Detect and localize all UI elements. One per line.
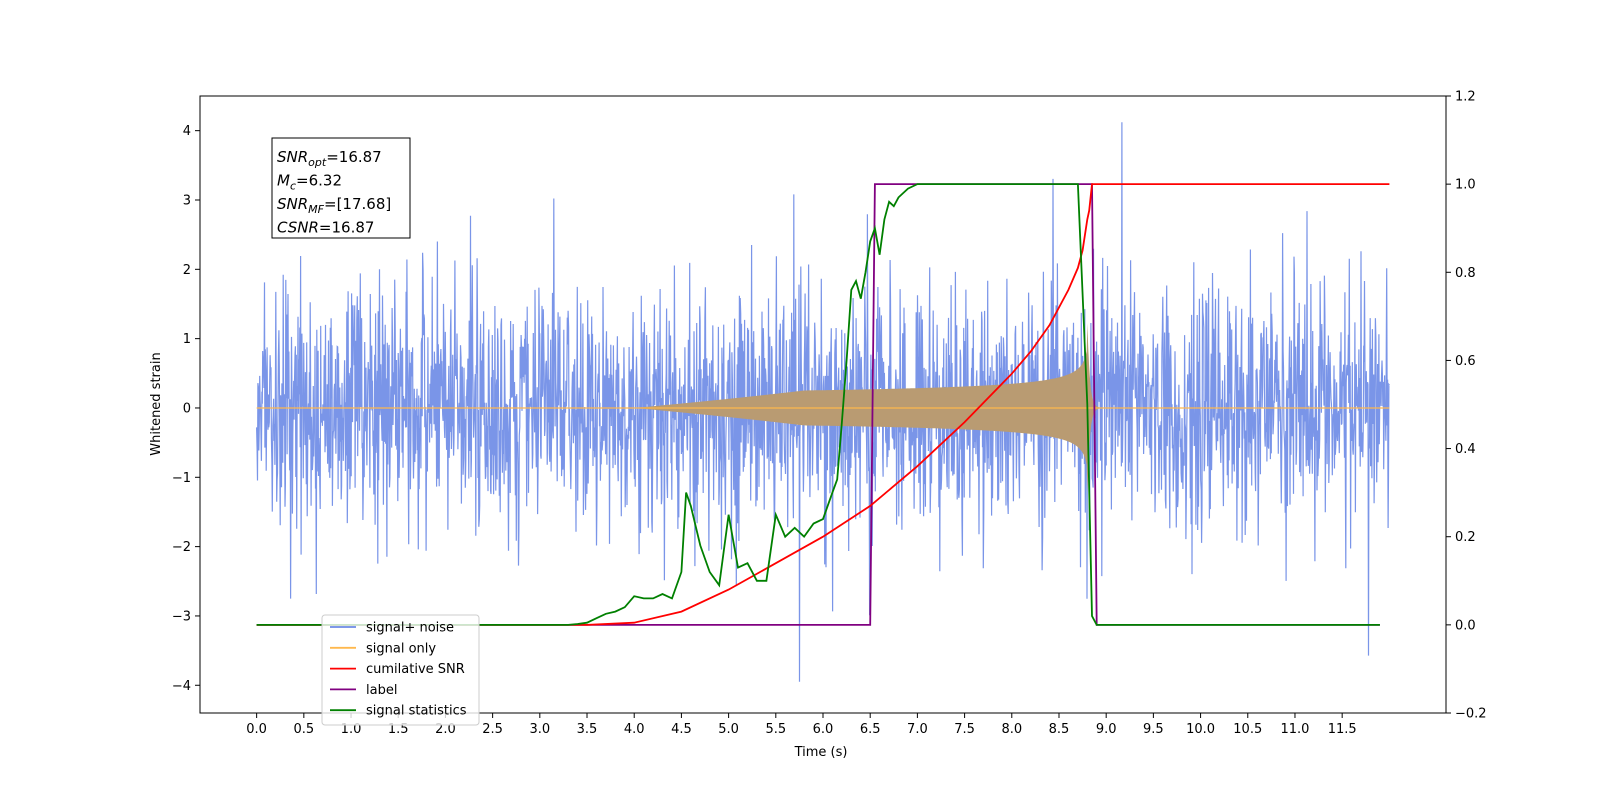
legend-entry: signal+ noise [366, 621, 454, 636]
x-tick-label: 8.0 [1001, 722, 1022, 737]
series-signal-noise [256, 122, 1390, 682]
legend-entry: cumilative SNR [366, 662, 465, 677]
y-tick-label: −1 [172, 471, 191, 486]
legend: signal+ noise signal only cumilative SNR la… [321, 614, 480, 726]
x-tick-label: 1.5 [388, 722, 409, 737]
y2-tick-label: 0.0 [1455, 618, 1476, 633]
x-tick-label: 6.0 [813, 722, 834, 737]
plot-area [256, 122, 1390, 682]
x-tick-label: 4.5 [671, 722, 692, 737]
series-signal-statistics [256, 183, 1380, 626]
y-tick-label: −4 [172, 679, 191, 694]
x-tick-label: 11.0 [1280, 722, 1309, 737]
y-tick-label: 3 [183, 193, 191, 208]
y-tick-label: 4 [183, 124, 191, 139]
x-axis-label: Time (s) [794, 745, 848, 760]
x-tick-label: 6.5 [860, 722, 881, 737]
annotation-frame [271, 137, 411, 239]
annotation-line: SNRopt=16.87 [277, 148, 382, 169]
x-tick-label: 1.0 [341, 722, 362, 737]
x-axis: 0.0 0.5 1.0 1.5 2.0 2.5 3.0 3.5 4.0 4.5 5.0 5.5 6.0 6… [246, 713, 1357, 737]
x-tick-label: 11.5 [1328, 722, 1357, 737]
x-tick-label: 0.5 [293, 722, 314, 737]
annotation-line: SNRMF=[17.68] [277, 195, 391, 216]
y2-tick-label: 0.6 [1455, 354, 1476, 369]
series-cumulative-snr [256, 183, 1390, 626]
y2-tick-label: 0.4 [1455, 442, 1476, 457]
x-tick-label: 4.0 [624, 722, 645, 737]
x-tick-label: 8.5 [1049, 722, 1070, 737]
x-tick-label: 2.0 [435, 722, 456, 737]
y-axis-right: 1.2 1.0 0.8 0.6 0.4 0.2 0.0 −0.2 [1446, 90, 1487, 722]
y-tick-label: −2 [172, 540, 191, 555]
x-tick-label: 7.0 [907, 722, 928, 737]
x-tick-label: 3.5 [577, 722, 598, 737]
y-tick-label: 1 [183, 332, 191, 347]
y-tick-label: 0 [183, 401, 191, 416]
y2-tick-label: 1.0 [1455, 178, 1476, 193]
annotation-line: CSNR=16.87 [277, 219, 374, 237]
x-tick-label: 5.5 [765, 722, 786, 737]
series-group [256, 122, 1390, 682]
y-tick-label: 2 [183, 263, 191, 278]
y2-tick-label: 0.8 [1455, 266, 1476, 281]
x-tick-label: 5.0 [718, 722, 739, 737]
x-tick-label: 2.5 [482, 722, 503, 737]
x-tick-label: 3.0 [529, 722, 550, 737]
x-tick-label: 10.0 [1186, 722, 1215, 737]
x-tick-label: 0.0 [246, 722, 267, 737]
x-tick-label: 9.5 [1143, 722, 1164, 737]
legend-frame [321, 614, 480, 726]
annotation-line: Mc=6.32 [277, 172, 342, 193]
y2-tick-label: 1.2 [1455, 90, 1476, 105]
legend-entry: signal statistics [366, 704, 467, 719]
x-tick-label: 10.5 [1233, 722, 1262, 737]
y2-tick-label: 0.2 [1455, 530, 1476, 545]
y-axis-left: 4 3 2 1 0 −1 −2 −3 −4 [172, 124, 200, 694]
legend-entry: label [366, 683, 397, 698]
x-tick-label: 7.5 [954, 722, 975, 737]
y-axis-label: Whitened strain [149, 352, 164, 455]
y-tick-label: −3 [172, 609, 191, 624]
x-tick-label: 9.0 [1096, 722, 1117, 737]
legend-entry: signal only [366, 641, 436, 656]
y2-tick-label: −0.2 [1455, 707, 1487, 722]
